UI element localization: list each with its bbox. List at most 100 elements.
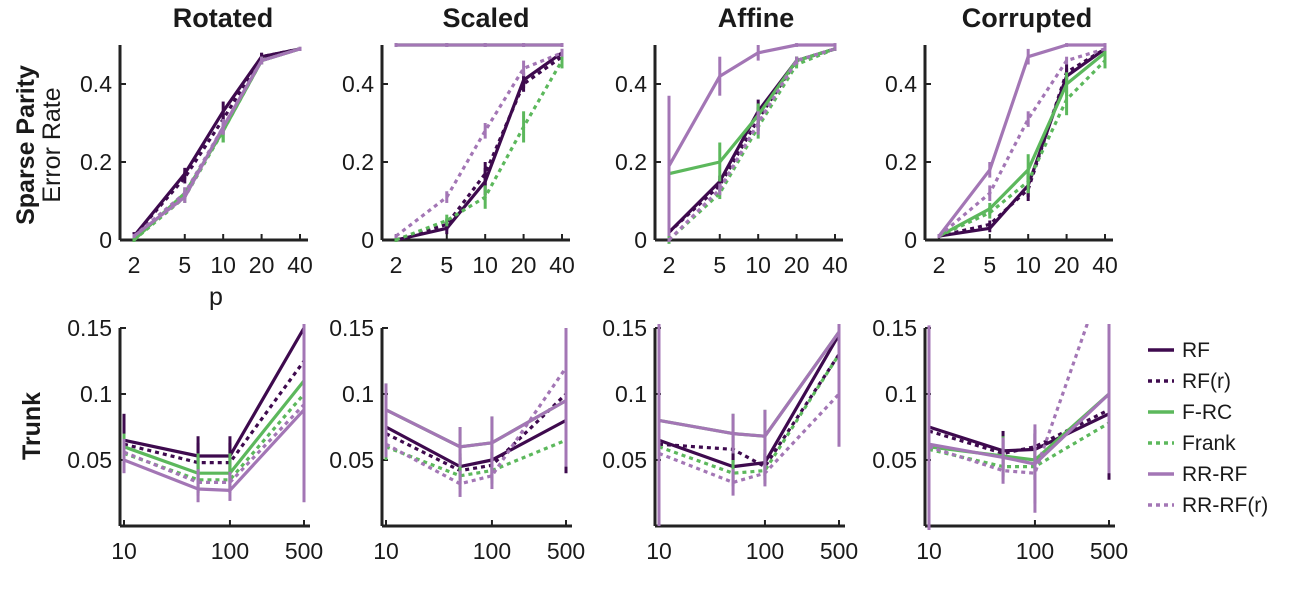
series-group-trunk-corrupted xyxy=(927,324,1111,530)
x-tick-label-trunk-affine: 500 xyxy=(820,538,858,564)
x-tick-label-sparse-rotated: 40 xyxy=(287,252,313,278)
series-line-rr-rf xyxy=(123,408,306,492)
legend-label-rr-rf-r: RR-RF(r) xyxy=(1182,494,1268,517)
y-tick-label-sparse-scaled: 0 xyxy=(361,227,374,253)
row-label-sparse-parity: Sparse Parity xyxy=(12,65,40,225)
legend-label-rf: RF xyxy=(1182,339,1210,362)
x-tick-label-trunk-corrupted: 10 xyxy=(916,538,942,564)
series-line-rr-rf xyxy=(928,392,1111,466)
panel-sparse-affine: 0 0.2 0.4 2 5 10 20 40 xyxy=(615,45,848,278)
x-tick-label-trunk-rotated: 500 xyxy=(285,538,323,564)
panel-sparse-corrupted: 0 0.2 0.4 2 5 10 20 40 xyxy=(885,45,1118,278)
panel-trunk-affine: 0.05 0.1 0.15 10 100 500 xyxy=(602,315,858,564)
x-tick-label-sparse-scaled: 40 xyxy=(549,252,575,278)
series-line-rf xyxy=(385,418,567,469)
series-line-rr-rf-r xyxy=(937,47,1106,238)
y-tick-label-trunk-corrupted: 0.1 xyxy=(885,381,917,407)
panel-trunk-rotated: 0.05 0.1 0.15 10 100 500 xyxy=(67,315,323,564)
legend-label-f-rc: F-RC xyxy=(1182,401,1232,424)
series-line-rf-r xyxy=(385,392,568,473)
y-tick-label-sparse-corrupted: 0 xyxy=(904,227,917,253)
series-line-frank xyxy=(395,59,564,242)
y-tick-label-sparse-rotated: 0 xyxy=(99,227,112,253)
y-tick-label-sparse-affine: 0.2 xyxy=(615,149,647,175)
panel-trunk-scaled: 0.05 0.1 0.15 10 100 500 xyxy=(329,315,585,564)
series-line-f-rc xyxy=(938,51,1107,238)
series-line-rf xyxy=(123,327,306,458)
x-tick-label-trunk-corrupted: 100 xyxy=(1016,538,1054,564)
y-tick-label-sparse-affine: 0 xyxy=(634,227,647,253)
y-axis-label-error-rate: Error Rate xyxy=(38,87,66,202)
series-line-rr-rf xyxy=(385,399,567,449)
y-tick-label-trunk-scaled: 0.15 xyxy=(329,315,374,341)
series-line-rr-rf-r xyxy=(928,324,1089,475)
series-group-trunk-rotated xyxy=(122,324,306,503)
y-tick-label-trunk-affine: 0.05 xyxy=(602,447,647,473)
x-tick-label-sparse-affine: 5 xyxy=(713,252,726,278)
x-tick-label-sparse-scaled: 2 xyxy=(390,252,403,278)
x-tick-label-sparse-scaled: 5 xyxy=(440,252,453,278)
y-tick-label-trunk-scaled: 0.1 xyxy=(342,381,374,407)
legend-label-rr-rf: RR-RF xyxy=(1182,463,1247,486)
x-tick-label-trunk-scaled: 100 xyxy=(473,538,511,564)
series-group-sparse-affine xyxy=(667,43,837,244)
x-tick-label-sparse-rotated: 5 xyxy=(178,252,191,278)
labels-layer: Rotated Scaled Affine Corrupted Sparse P… xyxy=(12,3,1092,460)
series-line-rr-rf xyxy=(658,331,841,438)
x-tick-label-sparse-rotated: 20 xyxy=(249,252,275,278)
x-tick-label-sparse-affine: 10 xyxy=(745,252,771,278)
series-group-trunk-scaled xyxy=(384,328,568,497)
y-tick-label-sparse-corrupted: 0.4 xyxy=(885,71,917,97)
series-line-rr-rf-r xyxy=(132,47,301,238)
x-tick-label-sparse-corrupted: 5 xyxy=(983,252,996,278)
series-line-frank xyxy=(658,353,841,475)
legend-label-frank: Frank xyxy=(1182,432,1236,455)
panel-trunk-corrupted: 0.05 0.1 0.15 10 100 500 xyxy=(872,315,1128,564)
x-tick-label-sparse-affine: 40 xyxy=(822,252,848,278)
series-line-rr-rf-r xyxy=(385,366,568,486)
series-line-rr-rf-r xyxy=(658,392,841,484)
series-line-rf-r xyxy=(395,55,563,242)
series-group-trunk-affine xyxy=(657,324,841,526)
series-line-frank xyxy=(132,47,301,242)
row-label-trunk: Trunk xyxy=(18,392,46,460)
series-line-f-rc xyxy=(123,379,306,475)
x-tick-label-sparse-corrupted: 10 xyxy=(1015,252,1041,278)
panel-sparse-rotated: 0 0.2 0.4 2 5 10 20 40 xyxy=(80,45,313,278)
series-group-sparse-corrupted xyxy=(937,43,1107,239)
x-tick-label-sparse-scaled: 20 xyxy=(511,252,537,278)
x-tick-label-sparse-affine: 2 xyxy=(663,252,676,278)
x-tick-label-trunk-scaled: 500 xyxy=(547,538,585,564)
x-tick-label-sparse-corrupted: 40 xyxy=(1092,252,1118,278)
y-tick-label-trunk-affine: 0.15 xyxy=(602,315,647,341)
legend: RF RF(r) F-RC Frank RR-RF RR-RF(r) xyxy=(1148,339,1268,517)
x-tick-label-sparse-affine: 20 xyxy=(784,252,810,278)
series-line-rf-r xyxy=(123,360,306,465)
series-line-frank xyxy=(928,421,1110,469)
series-line-frank xyxy=(938,59,1107,238)
series-line-rf xyxy=(395,51,563,242)
x-tick-label-trunk-rotated: 10 xyxy=(111,538,137,564)
x-tick-label-sparse-rotated: 2 xyxy=(128,252,141,278)
y-tick-label-trunk-corrupted: 0.05 xyxy=(872,447,917,473)
x-tick-label-trunk-affine: 100 xyxy=(746,538,784,564)
x-tick-label-trunk-scaled: 10 xyxy=(373,538,399,564)
panel-sparse-scaled: 0 0.2 0.4 2 5 10 20 40 xyxy=(342,45,575,278)
x-tick-label-sparse-corrupted: 20 xyxy=(1054,252,1080,278)
series-line-rr-rf-r xyxy=(123,403,306,484)
y-tick-label-trunk-affine: 0.1 xyxy=(615,381,647,407)
y-tick-label-sparse-rotated: 0.2 xyxy=(80,149,112,175)
x-tick-label-sparse-rotated: 10 xyxy=(210,252,236,278)
column-title-rotated: Rotated xyxy=(173,3,274,33)
x-tick-label-trunk-rotated: 100 xyxy=(211,538,249,564)
series-line-f-rc xyxy=(668,47,836,176)
x-axis-label-p: p xyxy=(209,283,223,311)
y-tick-label-sparse-corrupted: 0.2 xyxy=(885,149,917,175)
y-tick-label-trunk-rotated: 0.05 xyxy=(67,447,112,473)
x-tick-label-trunk-affine: 10 xyxy=(646,538,672,564)
column-title-corrupted: Corrupted xyxy=(962,3,1093,33)
series-line-rf xyxy=(658,333,841,469)
series-line-rr-rf xyxy=(667,43,835,167)
